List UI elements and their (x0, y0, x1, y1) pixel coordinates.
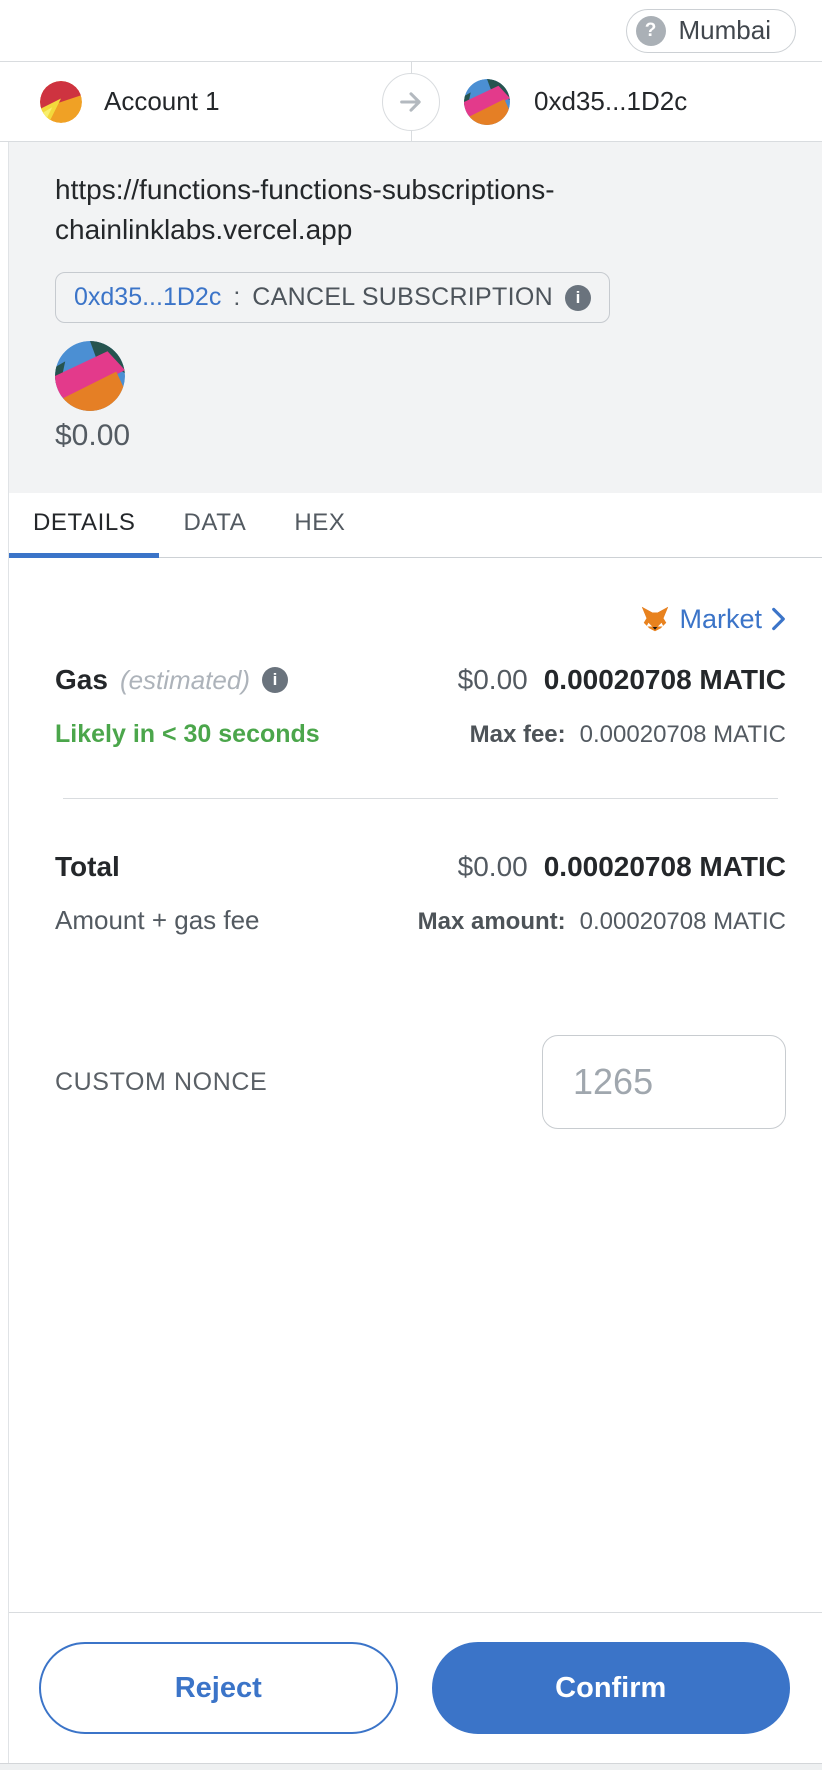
custom-nonce-input[interactable] (542, 1035, 786, 1129)
contract-avatar (55, 341, 125, 411)
total-values: $0.00 0.00020708 MATIC (458, 851, 786, 883)
gas-values: $0.00 0.00020708 MATIC (458, 664, 786, 696)
max-amount-value: 0.00020708 MATIC (579, 908, 786, 935)
sender-account-name: Account 1 (104, 86, 220, 116)
recipient-address: 0xd35...1D2c (534, 86, 688, 116)
tab-bar: DETAILS DATA HEX (9, 493, 822, 558)
window-bottom-edge (0, 1763, 822, 1770)
direction-circle (382, 72, 440, 131)
tab-data[interactable]: DATA (183, 509, 247, 536)
gas-fiat-value: $0.00 (457, 664, 528, 695)
total-sub-row: Amount + gas fee Max amount: 0.00020708 … (55, 905, 786, 941)
gas-label-group: Gas (estimated) i (55, 664, 288, 696)
method-pill: 0xd35...1D2c : CANCEL SUBSCRIPTION i (55, 272, 610, 323)
gas-time-estimate: Likely in < 30 seconds (55, 720, 320, 748)
section-divider (63, 798, 778, 799)
tab-details[interactable]: DETAILS (9, 493, 160, 558)
details-panel: Market Gas (estimated) i $0.00 0.0002070… (9, 558, 822, 1612)
network-pill[interactable]: ? Mumbai (625, 8, 796, 53)
max-amount-label: Max amount: (417, 908, 566, 935)
gas-row: Gas (estimated) i $0.00 0.00020708 MATIC (55, 664, 786, 704)
method-name: CANCEL SUBSCRIPTION (252, 283, 553, 311)
popup-body: https://functions-functions-subscription… (8, 142, 822, 1763)
gas-label: Gas (55, 664, 108, 695)
gas-sub-row: Likely in < 30 seconds Max fee: 0.000207… (55, 720, 786, 754)
sender-account: Account 1 (0, 80, 398, 123)
gas-crypto-value: 0.00020708 MATIC (543, 664, 786, 695)
network-header: ? Mumbai (0, 0, 822, 62)
question-icon: ? (635, 15, 666, 46)
reject-button[interactable]: Reject (39, 1642, 398, 1734)
max-fee-label: Max fee: (469, 721, 566, 748)
action-footer: Reject Confirm (9, 1612, 822, 1763)
metamask-fox-icon (642, 606, 669, 632)
method-info-icon[interactable]: i (564, 284, 591, 311)
total-subtitle: Amount + gas fee (55, 905, 260, 935)
sender-avatar (40, 80, 82, 123)
network-name: Mumbai (678, 15, 771, 45)
custom-nonce-label: CUSTOM NONCE (55, 1067, 268, 1096)
arrow-right-icon (400, 91, 421, 112)
max-amount-group: Max amount: 0.00020708 MATIC (418, 908, 786, 936)
market-link-label: Market (679, 603, 762, 634)
recipient-account: 0xd35...1D2c (398, 78, 822, 125)
total-fiat-value: $0.00 (457, 851, 528, 882)
custom-nonce-row: CUSTOM NONCE (55, 1035, 786, 1129)
gas-estimated-note: (estimated) (119, 664, 250, 695)
pill-separator: : (233, 283, 241, 311)
accounts-header: Account 1 0xd35...1D2c (0, 62, 822, 142)
chevron-right-icon (772, 607, 785, 631)
max-fee-group: Max fee: 0.00020708 MATIC (470, 721, 786, 749)
total-row: Total $0.00 0.00020708 MATIC (55, 851, 786, 891)
tab-hex[interactable]: HEX (294, 509, 346, 536)
origin-section: https://functions-functions-subscription… (9, 142, 822, 493)
contract-address-link[interactable]: 0xd35...1D2c (74, 283, 222, 311)
gas-info-icon[interactable]: i (261, 667, 288, 693)
confirm-button[interactable]: Confirm (431, 1642, 790, 1734)
recipient-avatar (464, 78, 510, 125)
total-crypto-value: 0.00020708 MATIC (543, 851, 786, 882)
gas-market-link[interactable]: Market (55, 600, 786, 638)
max-fee-value: 0.00020708 MATIC (579, 721, 786, 748)
total-label: Total (55, 851, 120, 882)
origin-url: https://functions-functions-subscription… (55, 174, 555, 245)
transaction-amount: $0.00 (55, 419, 131, 452)
